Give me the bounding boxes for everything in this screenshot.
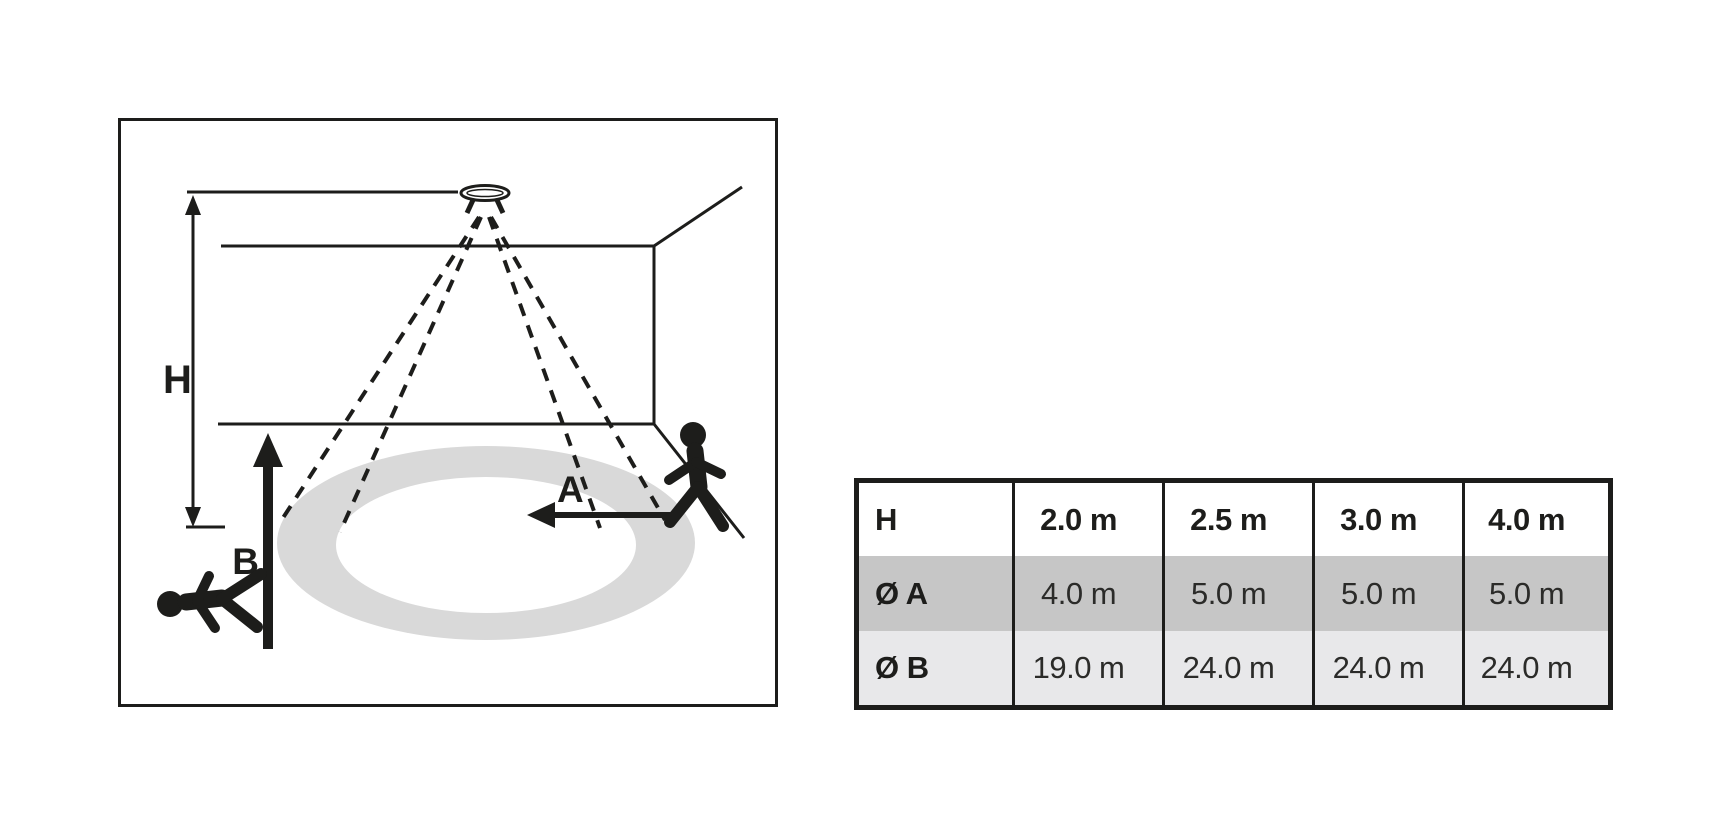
table-row-diameter-a: Ø A 4.0 m 5.0 m 5.0 m 5.0 m bbox=[856, 556, 1611, 631]
row-label-diameter-a: Ø A bbox=[875, 575, 928, 611]
label-h: H bbox=[163, 358, 192, 402]
arrow-b-tangential bbox=[253, 433, 283, 649]
arrow-a-radial bbox=[527, 502, 671, 528]
detection-diagram: H A B bbox=[118, 118, 778, 707]
label-a: A bbox=[557, 469, 584, 510]
value-a-4: 5.0 m bbox=[1462, 556, 1611, 631]
value-b-1: 19.0 m bbox=[1012, 631, 1164, 708]
header-col-1: 2.0 m bbox=[1012, 480, 1164, 556]
height-dimension-arrow bbox=[185, 195, 225, 529]
value-a-2: 5.0 m bbox=[1162, 556, 1314, 631]
header-col-4: 4.0 m bbox=[1462, 480, 1611, 556]
value-b-3: 24.0 m bbox=[1312, 631, 1464, 708]
table-row-diameter-b: Ø B 19.0 m 24.0 m 24.0 m 24.0 m bbox=[856, 631, 1611, 708]
header-mounting-height: H bbox=[856, 480, 1014, 556]
motion-sensor-icon bbox=[459, 184, 511, 215]
value-b-4: 24.0 m bbox=[1462, 631, 1611, 708]
detection-beam-dashed-lines bbox=[277, 215, 667, 533]
value-a-3: 5.0 m bbox=[1312, 556, 1464, 631]
detection-ring bbox=[277, 446, 695, 640]
person-radial-icon bbox=[669, 422, 723, 526]
table-header-row: H 2.0 m 2.5 m 3.0 m 4.0 m bbox=[856, 480, 1611, 556]
row-label-diameter-b: Ø B bbox=[875, 650, 929, 685]
header-col-2: 2.5 m bbox=[1162, 480, 1314, 556]
value-a-1: 4.0 m bbox=[1012, 556, 1164, 631]
detection-range-table: H 2.0 m 2.5 m 3.0 m 4.0 m Ø A 4.0 m 5.0 … bbox=[854, 478, 1613, 710]
person-tangential-icon bbox=[157, 574, 261, 628]
detection-diagram-canvas: H A B bbox=[121, 184, 746, 649]
value-b-2: 24.0 m bbox=[1162, 631, 1314, 708]
header-col-3: 3.0 m bbox=[1312, 480, 1464, 556]
